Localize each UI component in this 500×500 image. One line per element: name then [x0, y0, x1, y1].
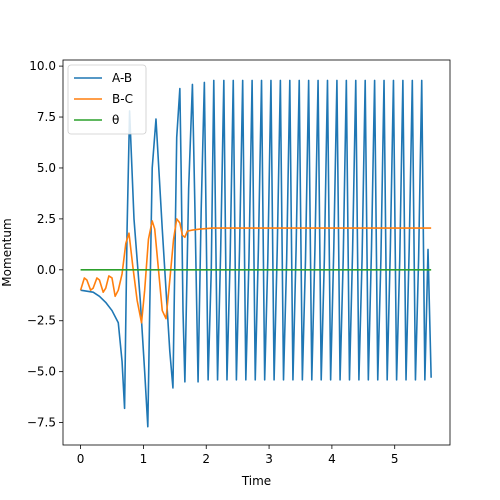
legend-label: A-B: [112, 71, 132, 85]
plot-area-frame: [62, 59, 451, 446]
x-tick-label: 4: [328, 452, 336, 466]
x-tick-label: 3: [265, 452, 273, 466]
series-line-0: [80, 79, 432, 428]
y-tick-label: −7.5: [27, 416, 56, 430]
x-tick-label: 2: [202, 452, 210, 466]
series-layer: [79, 79, 432, 428]
x-axis-label: Time: [241, 474, 271, 488]
y-tick-label: 0.0: [37, 263, 56, 277]
x-tick-label: 1: [140, 452, 148, 466]
y-tick-label: −2.5: [27, 314, 56, 328]
x-axis: 0 1 2 3 4 5: [77, 445, 399, 466]
y-axis: −7.5 −5.0 −2.5 0.0 2.5 5.0 7.5 10.0: [27, 59, 63, 430]
legend: A-B B-C θ: [67, 64, 147, 135]
y-tick-label: 10.0: [29, 59, 56, 73]
legend-label: B-C: [112, 92, 133, 106]
series-line-1: [79, 218, 432, 324]
x-tick-label: 0: [77, 452, 85, 466]
y-tick-label: 5.0: [37, 161, 56, 175]
legend-box: [67, 64, 147, 135]
x-tick-label: 5: [391, 452, 399, 466]
y-tick-label: 7.5: [37, 110, 56, 124]
y-tick-label: 2.5: [37, 212, 56, 226]
y-axis-label: Momentum: [0, 218, 14, 286]
y-tick-label: −5.0: [27, 365, 56, 379]
legend-label: θ: [112, 113, 119, 127]
